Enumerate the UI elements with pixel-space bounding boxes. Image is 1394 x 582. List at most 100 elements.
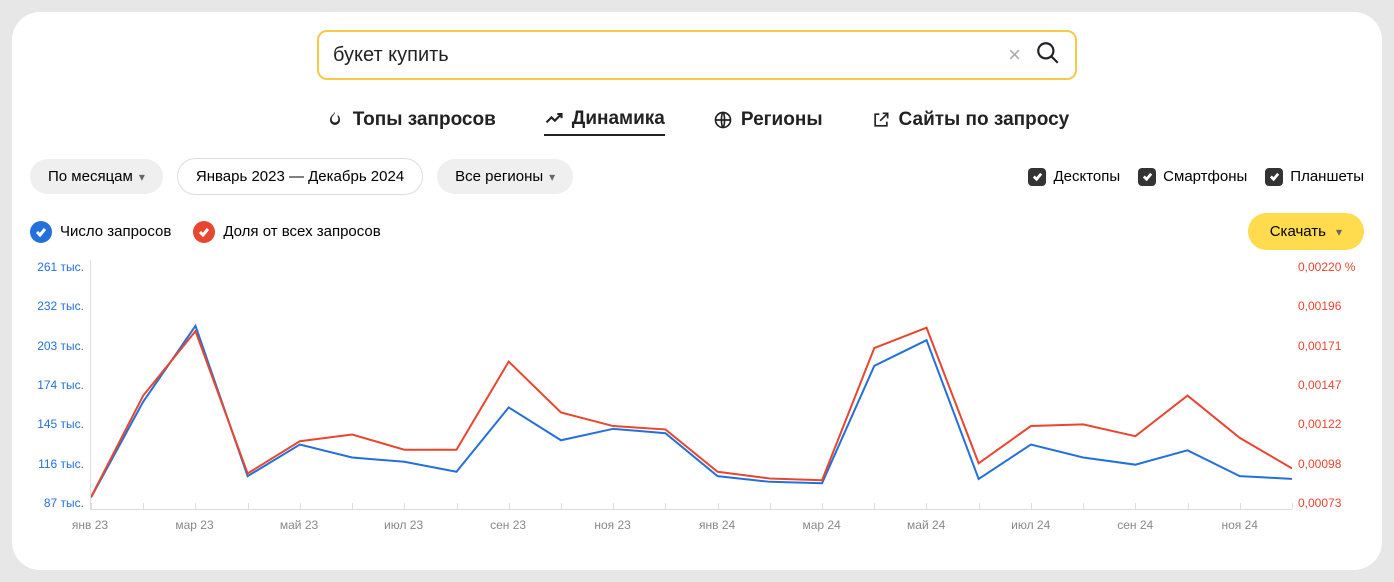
region-label: Все регионы	[455, 168, 543, 185]
x-tick	[926, 503, 927, 509]
y-left-tick: 145 тыс.	[30, 417, 84, 431]
legend-items: Число запросов Доля от всех запросов	[30, 221, 381, 243]
chevron-down-icon: ▾	[139, 170, 145, 184]
search-input[interactable]	[333, 44, 1008, 67]
y-right-tick: 0,00122	[1298, 417, 1364, 431]
y-left-tick: 174 тыс.	[30, 378, 84, 392]
x-tick-label: сен 23	[490, 518, 526, 532]
x-tick	[1240, 503, 1241, 509]
app-card: × Топы запросов Динамика Регионы Сайты по з…	[12, 12, 1382, 570]
search-box: ×	[317, 30, 1077, 80]
y-left-tick: 232 тыс.	[30, 299, 84, 313]
date-range-select[interactable]: Январь 2023 — Декабрь 2024	[177, 158, 423, 195]
chart-lines	[91, 260, 1292, 509]
legend-item[interactable]: Доля от всех запросов	[193, 221, 380, 243]
download-label: Скачать	[1270, 223, 1326, 240]
x-tick	[457, 503, 458, 509]
x-tick	[91, 503, 92, 509]
x-tick	[613, 503, 614, 509]
date-range-label: Январь 2023 — Декабрь 2024	[196, 168, 404, 185]
line-share	[91, 328, 1292, 497]
trend-icon	[544, 109, 564, 129]
x-axis: янв 23мар 23май 23июл 23сен 23ноя 23янв …	[90, 518, 1292, 538]
tab-label: Сайты по запросу	[899, 109, 1070, 131]
y-axis-left: 261 тыс. 232 тыс. 203 тыс. 174 тыс. 145 тыс.…	[30, 260, 84, 510]
external-icon	[871, 110, 891, 130]
x-tick-label: мар 23	[175, 518, 213, 532]
period-label: По месяцам	[48, 168, 133, 185]
x-tick	[1135, 503, 1136, 509]
device-check[interactable]: Смартфоны	[1138, 168, 1247, 186]
x-tick	[561, 503, 562, 509]
tabs: Топы запросов Динамика Регионы Сайты по зап…	[30, 108, 1364, 136]
x-tick	[874, 503, 875, 509]
period-select[interactable]: По месяцам ▾	[30, 159, 163, 194]
device-checks: Десктопы Смартфоны Планшеты	[1028, 168, 1364, 186]
legend-row: Число запросов Доля от всех запросов Скач…	[30, 213, 1364, 250]
legend-label: Доля от всех запросов	[223, 223, 380, 240]
line-requests	[91, 326, 1292, 498]
tab-flame[interactable]: Топы запросов	[325, 108, 496, 136]
x-tick-label: янв 24	[699, 518, 735, 532]
device-check[interactable]: Десктопы	[1028, 168, 1120, 186]
x-tick	[404, 503, 405, 509]
x-tick-label: июл 23	[384, 518, 423, 532]
search-row: ×	[30, 30, 1364, 80]
x-tick	[822, 503, 823, 509]
chevron-down-icon: ▾	[1336, 225, 1342, 239]
device-label: Десктопы	[1053, 168, 1120, 185]
x-tick-label: ноя 24	[1221, 518, 1257, 532]
x-tick	[1031, 503, 1032, 509]
device-check[interactable]: Планшеты	[1265, 168, 1364, 186]
x-tick-label: май 23	[280, 518, 318, 532]
y-axis-right: 0,00220 % 0,00196 0,00171 0,00147 0,00122 0,0…	[1298, 260, 1364, 510]
x-tick	[665, 503, 666, 509]
flame-icon	[325, 110, 345, 130]
legend-dot	[193, 221, 215, 243]
y-left-tick: 87 тыс.	[30, 496, 84, 510]
plot-area	[90, 260, 1292, 510]
tab-trend[interactable]: Динамика	[544, 108, 665, 136]
y-right-tick: 0,00073	[1298, 496, 1364, 510]
x-tick	[718, 503, 719, 509]
x-tick	[770, 503, 771, 509]
x-tick	[1083, 503, 1084, 509]
chevron-down-icon: ▾	[549, 170, 555, 184]
chart: 261 тыс. 232 тыс. 203 тыс. 174 тыс. 145 тыс.…	[30, 260, 1364, 538]
y-right-tick: 0,00196	[1298, 299, 1364, 313]
y-left-tick: 261 тыс.	[30, 260, 84, 274]
legend-item[interactable]: Число запросов	[30, 221, 171, 243]
tab-globe[interactable]: Регионы	[713, 108, 823, 136]
x-tick-label: май 24	[907, 518, 945, 532]
controls-row: По месяцам ▾ Январь 2023 — Декабрь 2024 …	[30, 158, 1364, 195]
x-tick-label: мар 24	[803, 518, 841, 532]
y-right-tick: 0,00171	[1298, 339, 1364, 353]
x-tick	[1188, 503, 1189, 509]
region-select[interactable]: Все регионы ▾	[437, 159, 573, 194]
tab-label: Топы запросов	[353, 109, 496, 131]
clear-icon[interactable]: ×	[1008, 42, 1021, 68]
y-right-tick: 0,00147	[1298, 378, 1364, 392]
download-button[interactable]: Скачать ▾	[1248, 213, 1364, 250]
search-icon[interactable]	[1035, 40, 1061, 71]
device-label: Смартфоны	[1163, 168, 1247, 185]
checkbox-icon	[1265, 168, 1283, 186]
tab-label: Регионы	[741, 109, 823, 131]
tab-label: Динамика	[572, 108, 665, 130]
x-tick	[143, 503, 144, 509]
x-tick	[352, 503, 353, 509]
x-tick	[979, 503, 980, 509]
checkbox-icon	[1138, 168, 1156, 186]
globe-icon	[713, 110, 733, 130]
x-tick	[195, 503, 196, 509]
device-label: Планшеты	[1290, 168, 1364, 185]
x-tick	[248, 503, 249, 509]
legend-dot	[30, 221, 52, 243]
y-right-tick: 0,00098	[1298, 457, 1364, 471]
y-right-tick: 0,00220 %	[1298, 260, 1364, 274]
legend-label: Число запросов	[60, 223, 171, 240]
tab-external[interactable]: Сайты по запросу	[871, 108, 1070, 136]
y-left-tick: 203 тыс.	[30, 339, 84, 353]
x-tick	[509, 503, 510, 509]
x-tick	[300, 503, 301, 509]
